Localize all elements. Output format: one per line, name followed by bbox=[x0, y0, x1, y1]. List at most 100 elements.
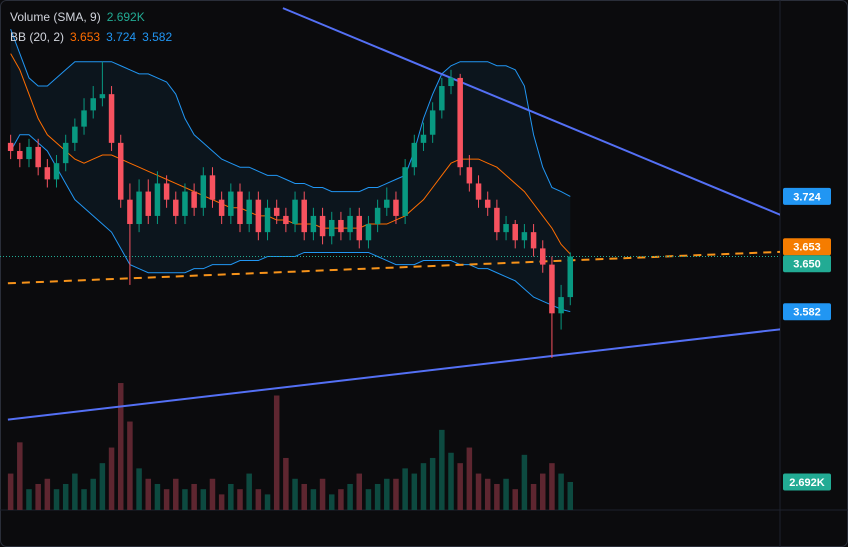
volume-bar bbox=[540, 473, 546, 510]
candle-body bbox=[384, 199, 390, 208]
volume-bar bbox=[255, 489, 262, 510]
candle-body bbox=[26, 146, 32, 160]
candle-body bbox=[448, 77, 454, 87]
candle-body bbox=[411, 142, 418, 168]
price-tag bbox=[783, 187, 831, 205]
candle-body bbox=[319, 215, 326, 237]
volume-bar bbox=[494, 483, 500, 510]
candle-body bbox=[567, 256, 574, 298]
volume-bar bbox=[411, 473, 418, 510]
candle-body bbox=[429, 110, 436, 135]
volume-bar bbox=[246, 473, 252, 510]
volume-bar bbox=[163, 489, 170, 510]
volume-bar bbox=[448, 452, 454, 510]
volume-bar bbox=[356, 473, 363, 510]
candle-body bbox=[53, 163, 60, 180]
candle-body bbox=[264, 207, 271, 233]
volume-bar bbox=[347, 483, 353, 510]
volume-bar bbox=[283, 457, 289, 510]
volume-bar bbox=[530, 483, 537, 510]
volume-bar bbox=[154, 483, 161, 510]
candle-body bbox=[163, 183, 170, 200]
price-tag-label: 3.653 bbox=[793, 242, 821, 254]
volume-bar bbox=[17, 442, 23, 510]
candle-body bbox=[365, 224, 372, 241]
volume-bar bbox=[99, 463, 106, 510]
volume-bar bbox=[484, 478, 491, 510]
candle-body bbox=[191, 191, 197, 208]
candle-body bbox=[393, 199, 399, 216]
candle-body bbox=[17, 150, 23, 160]
candle-body bbox=[439, 86, 445, 111]
volume-bar bbox=[521, 454, 528, 510]
volume-bar bbox=[338, 489, 344, 510]
candle-body bbox=[420, 134, 427, 143]
plot bbox=[0, 7, 780, 510]
bb-line bbox=[10, 53, 571, 255]
volume-bar bbox=[439, 429, 445, 510]
candle-body bbox=[7, 142, 14, 151]
legend-name: BB (20, 2) bbox=[10, 30, 64, 44]
volume-bar bbox=[136, 468, 142, 510]
candle-body bbox=[521, 232, 528, 241]
legend-value: 3.653 bbox=[70, 30, 100, 44]
trend-line bbox=[7, 250, 780, 285]
price-tag bbox=[783, 473, 831, 491]
candle-body bbox=[457, 77, 463, 168]
volume-bar bbox=[72, 473, 78, 510]
price-tag bbox=[783, 255, 831, 273]
legend-name: Volume (SMA, 9) bbox=[10, 10, 101, 24]
candle-body bbox=[117, 142, 124, 200]
candle-body bbox=[255, 199, 262, 233]
volume-bar bbox=[365, 489, 372, 510]
legend: Volume (SMA, 9) 2.692K BB (20, 2) 3.653 3.72… bbox=[10, 10, 172, 44]
volume-bar bbox=[108, 447, 115, 510]
volume-bar bbox=[273, 395, 280, 510]
candle-body bbox=[540, 248, 546, 265]
candle-body bbox=[338, 219, 344, 233]
volume-bar bbox=[512, 489, 518, 510]
candle-body bbox=[108, 94, 115, 143]
legend-entry: Volume (SMA, 9) 2.692K bbox=[10, 10, 145, 24]
volume-bar bbox=[549, 463, 555, 510]
candle-body bbox=[402, 167, 408, 216]
volume-bar bbox=[475, 473, 482, 510]
candle-body bbox=[182, 191, 188, 216]
volume-bar bbox=[374, 483, 381, 510]
candle-body bbox=[35, 146, 41, 168]
candle-body bbox=[558, 297, 564, 314]
candle-body bbox=[466, 167, 473, 184]
candle-body bbox=[228, 191, 234, 216]
candle-body bbox=[549, 264, 555, 314]
volume-bar bbox=[237, 489, 243, 510]
candle-body bbox=[99, 94, 106, 99]
volume-bar bbox=[7, 473, 14, 510]
candle-body bbox=[273, 207, 280, 216]
candle-body bbox=[475, 183, 482, 200]
legend-value: 2.692K bbox=[107, 10, 145, 24]
trend-line bbox=[7, 328, 780, 421]
volume-bar bbox=[81, 489, 87, 510]
volume-bar bbox=[200, 489, 207, 510]
bb-fill bbox=[10, 29, 571, 312]
volume-bar bbox=[62, 483, 69, 510]
bb-line bbox=[10, 29, 571, 197]
volume-bar bbox=[44, 478, 51, 510]
volume-bar bbox=[209, 478, 216, 510]
volume-bar bbox=[402, 468, 408, 510]
candle-body bbox=[347, 215, 353, 233]
candle-body bbox=[301, 199, 307, 233]
volume-bar bbox=[310, 489, 317, 510]
legend-value: 3.724 bbox=[106, 30, 136, 44]
volume-bar bbox=[292, 478, 298, 510]
candle-body bbox=[81, 110, 87, 127]
volume-bar bbox=[384, 478, 390, 510]
volume-bar bbox=[264, 494, 271, 510]
volume-bar bbox=[457, 463, 463, 510]
volume-bar bbox=[127, 421, 133, 510]
candle-body bbox=[154, 183, 161, 216]
candle-body bbox=[328, 219, 335, 237]
candle-body bbox=[44, 167, 51, 180]
volume-bar bbox=[429, 457, 436, 510]
